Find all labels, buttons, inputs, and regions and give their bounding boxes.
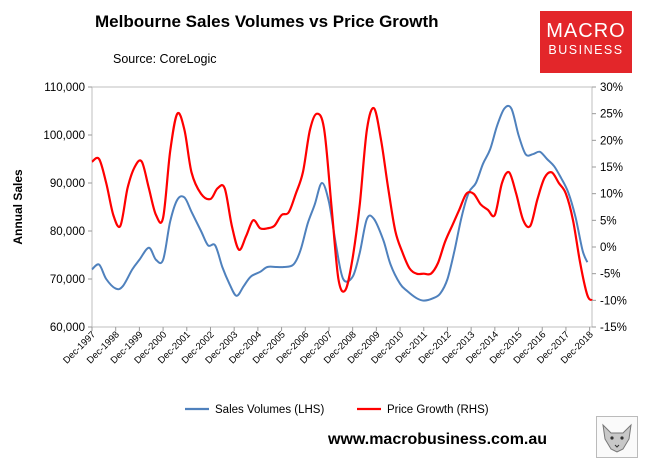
logo-line1: MACRO (546, 20, 626, 42)
right-tick-label: 25% (600, 109, 623, 121)
fox-icon (602, 423, 632, 453)
y-axis-title: Annual Sales (11, 169, 25, 245)
right-tick-label: 30% (600, 82, 623, 94)
left-tick-label: 110,000 (44, 82, 85, 94)
sales-volumes-line (91, 104, 589, 302)
right-tick-label: -10% (600, 295, 627, 307)
left-tick-label: 100,000 (43, 130, 85, 142)
right-tick-label: -15% (600, 322, 627, 334)
legend-label: Sales Volumes (LHS) (215, 404, 324, 416)
right-tick-label: -5% (600, 269, 620, 281)
right-tick-label: 5% (600, 215, 617, 227)
plot-frame (91, 86, 593, 328)
legend-label: Price Growth (RHS) (387, 404, 489, 416)
macrobusiness-logo: MACRO BUSINESS (540, 11, 632, 73)
right-tick-label: 10% (600, 189, 623, 201)
left-tick-label: 60,000 (50, 322, 85, 334)
right-tick-label: 20% (600, 135, 623, 147)
fox-logo (596, 416, 638, 458)
chart-title: Melbourne Sales Volumes vs Price Growth (95, 12, 439, 31)
left-tick-label: 70,000 (50, 274, 85, 286)
left-tick-label: 90,000 (50, 178, 85, 190)
left-tick-label: 80,000 (50, 226, 85, 238)
chart-source: Source: CoreLogic (113, 52, 217, 66)
logo-line2: BUSINESS (548, 43, 624, 57)
price-growth-line (91, 106, 593, 302)
website-url: www.macrobusiness.com.au (328, 431, 548, 448)
right-tick-label: 15% (600, 162, 623, 174)
right-tick-label: 0% (600, 242, 617, 254)
